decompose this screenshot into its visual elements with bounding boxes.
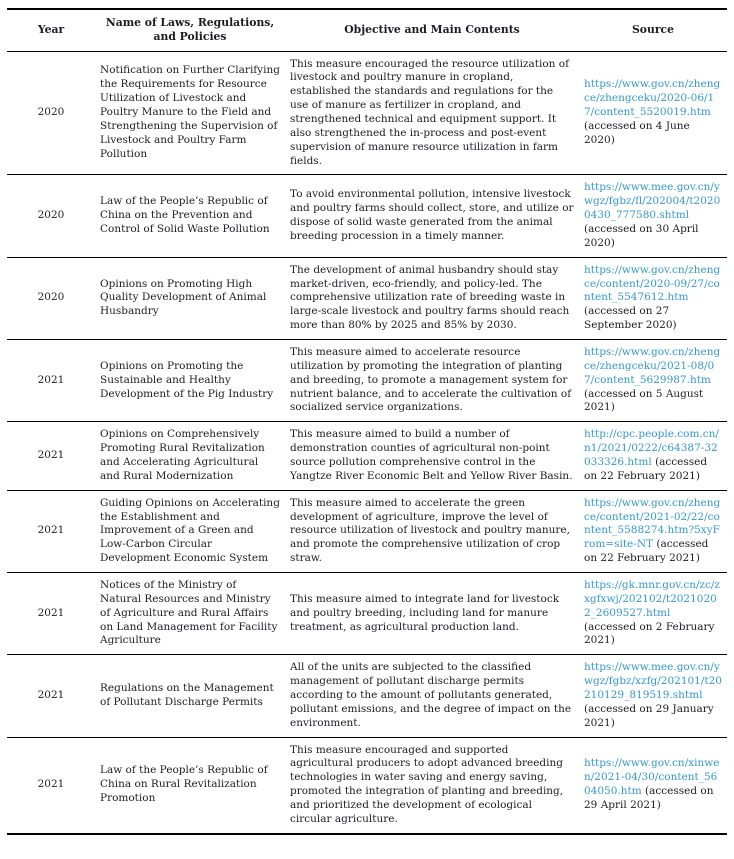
source-cell: https://www.mee.gov.cn/ywgz/fgbz/xzfg/20… xyxy=(579,655,727,737)
objective-cell: This measure aimed to integrate land for… xyxy=(290,592,560,633)
objective-cell: All of the units are subjected to the cl… xyxy=(290,661,572,729)
year-cell: 2021 xyxy=(37,373,65,386)
table-row: 2020 Notification on Further Clarifying … xyxy=(7,51,727,175)
accessed-text: (accessed on 5 August 2021) xyxy=(584,387,704,414)
source-cell: https://www.gov.cn/zhengce/zhengceku/202… xyxy=(579,51,727,175)
table-row: 2021 Opinions on Promoting the Sustainab… xyxy=(7,339,727,422)
policy-name-cell: Guiding Opinions on Accelerating the Est… xyxy=(100,496,280,565)
table-row: 2021 Regulations on the Management of Po… xyxy=(7,655,727,738)
source-cell: https://gk.mnr.gov.cn/zc/zxgfxwj/202102/… xyxy=(579,573,727,655)
source-cell: https://www.gov.cn/xinwen/2021-04/30/con… xyxy=(579,737,727,834)
objective-cell: This measure encouraged the resource uti… xyxy=(290,57,569,167)
header-year: Year xyxy=(37,23,65,37)
table-row: 2021 Law of the People’s Republic of Chi… xyxy=(7,737,727,834)
source-link[interactable]: https://gk.mnr.gov.cn/zc/zxgfxwj/202102/… xyxy=(584,579,720,619)
header-name: Name of Laws, Regulations, and Policies xyxy=(105,16,275,44)
table-header: Year Name of Laws, Regulations, and Poli… xyxy=(7,9,727,51)
source-link[interactable]: https://www.gov.cn/zhengce/content/2020-… xyxy=(584,263,721,304)
source-link[interactable]: https://www.gov.cn/zhengce/content/2021-… xyxy=(584,496,721,551)
table-row: 2020 Opinions on Promoting High Quality … xyxy=(7,257,727,340)
policy-name-cell: Opinions on Promoting the Sustainable an… xyxy=(100,359,274,400)
source-link[interactable]: https://www.gov.cn/zhengce/zhengceku/202… xyxy=(584,78,721,118)
objective-cell: This measure encouraged and supported ag… xyxy=(290,743,564,825)
policy-table: Year Name of Laws, Regulations, and Poli… xyxy=(7,8,727,835)
table-row: 2021 Opinions on Comprehensively Promoti… xyxy=(7,422,727,491)
table-body: 2020 Notification on Further Clarifying … xyxy=(7,51,727,834)
year-cell: 2021 xyxy=(37,449,65,462)
header-source: Source xyxy=(632,23,674,37)
source-link[interactable]: https://www.mee.gov.cn/ywgz/fgbz/fl/2020… xyxy=(584,181,721,222)
accessed-text: (accessed on 30 April 2020) xyxy=(584,222,699,249)
year-cell: 2020 xyxy=(37,209,65,222)
table-row: 2020 Law of the People’s Republic of Chi… xyxy=(7,175,727,258)
policy-name-cell: Opinions on Comprehensively Promoting Ru… xyxy=(100,428,265,482)
source-link[interactable]: https://www.gov.cn/zhengce/zhengceku/202… xyxy=(584,345,721,386)
accessed-text: (accessed on 29 April 2021) xyxy=(584,785,714,812)
source-cell: https://www.gov.cn/zhengce/zhengceku/202… xyxy=(579,339,727,421)
accessed-text: (accessed on 22 February 2021) xyxy=(584,538,709,565)
source-cell: http://cpc.people.com.cn/n1/2021/0222/c6… xyxy=(579,422,727,490)
table-header-row: Year Name of Laws, Regulations, and Poli… xyxy=(7,9,727,51)
year-cell: 2021 xyxy=(37,524,65,537)
table-row: 2021 Notices of the Ministry of Natural … xyxy=(7,573,727,655)
source-cell: https://www.mee.gov.cn/ywgz/fgbz/fl/2020… xyxy=(579,175,727,257)
objective-cell: The development of animal husbandry shou… xyxy=(290,263,570,332)
year-cell: 2021 xyxy=(37,689,65,702)
policy-name-cell: Law of the People’s Republic of China on… xyxy=(100,195,270,235)
policy-name-cell: Notices of the Ministry of Natural Resou… xyxy=(100,579,278,647)
year-cell: 2020 xyxy=(37,106,65,118)
source-cell: https://www.gov.cn/zhengce/content/2021-… xyxy=(579,490,727,572)
source-link[interactable]: https://www.mee.gov.cn/ywgz/fgbz/xzfg/20… xyxy=(584,661,722,702)
source-link[interactable]: https://www.gov.cn/xinwen/2021-04/30/con… xyxy=(584,757,720,798)
source-cell: https://www.gov.cn/zhengce/content/2020-… xyxy=(579,257,727,339)
objective-cell: This measure aimed to accelerate the gre… xyxy=(290,496,570,565)
accessed-text: (accessed on 27 September 2020) xyxy=(584,305,677,332)
accessed-text: (accessed on 29 January 2021) xyxy=(584,702,714,729)
policy-name-cell: Regulations on the Management of Polluta… xyxy=(100,682,274,708)
objective-cell: This measure aimed to build a number of … xyxy=(290,428,573,482)
table-row: 2021 Guiding Opinions on Accelerating th… xyxy=(7,490,727,573)
source-link[interactable]: http://cpc.people.com.cn/n1/2021/0222/c6… xyxy=(584,428,719,468)
objective-cell: To avoid environmental pollution, intens… xyxy=(290,188,574,242)
year-cell: 2021 xyxy=(37,778,65,791)
year-cell: 2021 xyxy=(37,606,65,619)
header-objective: Objective and Main Contents xyxy=(344,23,520,37)
objective-cell: This measure aimed to accelerate resourc… xyxy=(290,345,572,414)
year-cell: 2020 xyxy=(37,291,65,304)
accessed-text: (accessed on 4 June 2020) xyxy=(584,119,690,146)
accessed-text: (accessed on 2 February 2021) xyxy=(584,620,715,647)
policy-name-cell: Opinions on Promoting High Quality Devel… xyxy=(100,277,267,318)
accessed-text: (accessed on 22 February 2021) xyxy=(584,455,708,482)
policy-name-cell: Notification on Further Clarifying the R… xyxy=(100,64,280,160)
policy-name-cell: Law of the People’s Republic of China on… xyxy=(100,764,268,805)
